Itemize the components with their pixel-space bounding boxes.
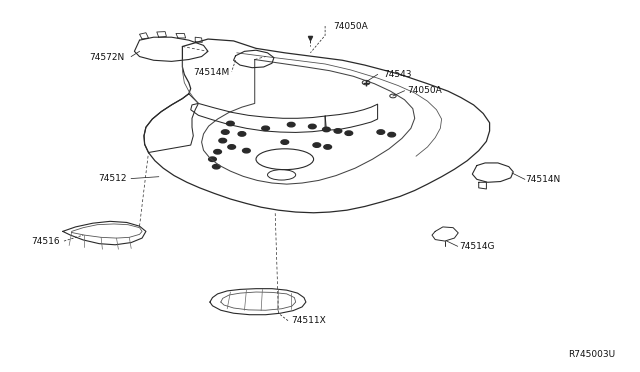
Circle shape — [221, 130, 229, 134]
Circle shape — [308, 124, 316, 129]
Text: 74514G: 74514G — [459, 242, 494, 251]
Circle shape — [214, 150, 221, 154]
Circle shape — [324, 145, 332, 149]
Text: 74511X: 74511X — [291, 316, 326, 325]
Circle shape — [323, 127, 330, 132]
Circle shape — [238, 132, 246, 136]
Circle shape — [227, 121, 234, 126]
Text: R745003U: R745003U — [568, 350, 616, 359]
Text: 74543: 74543 — [383, 70, 412, 79]
Text: 74512: 74512 — [98, 174, 127, 183]
Circle shape — [243, 148, 250, 153]
Circle shape — [262, 126, 269, 131]
Text: 74516: 74516 — [31, 237, 60, 246]
Circle shape — [281, 140, 289, 144]
Circle shape — [345, 131, 353, 135]
Circle shape — [219, 138, 227, 143]
Text: 74514N: 74514N — [525, 175, 560, 184]
Circle shape — [228, 145, 236, 149]
Text: 74572N: 74572N — [90, 53, 125, 62]
Circle shape — [334, 129, 342, 133]
Circle shape — [212, 164, 220, 169]
Text: 74050A: 74050A — [407, 86, 442, 95]
Circle shape — [209, 157, 216, 161]
Text: 74050A: 74050A — [333, 22, 367, 31]
Circle shape — [313, 143, 321, 147]
Circle shape — [287, 122, 295, 127]
Text: 74514M: 74514M — [193, 68, 229, 77]
Circle shape — [388, 132, 396, 137]
Circle shape — [377, 130, 385, 134]
